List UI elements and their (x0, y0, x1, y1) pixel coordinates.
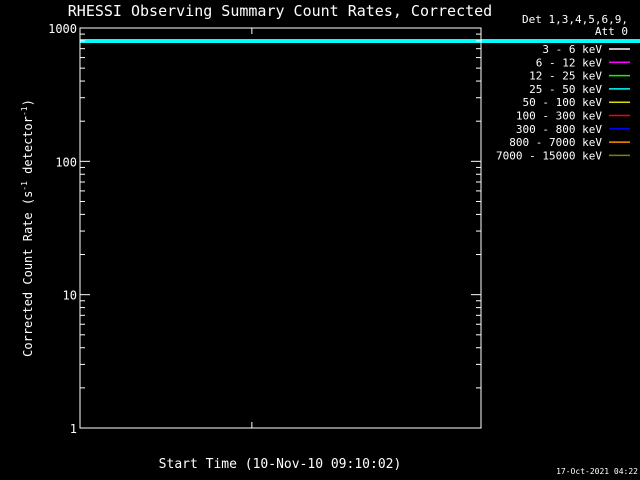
legend-label: 25 - 50 keV (529, 83, 602, 96)
legend-label: 3 - 6 keV (542, 43, 602, 56)
y-tick-label: 1 (70, 422, 77, 436)
legend-label: 7000 - 15000 keV (496, 149, 602, 162)
legend-label: 300 - 800 keV (516, 123, 602, 136)
legend-label: 6 - 12 keV (536, 56, 603, 69)
y-tick-label: 10 (63, 289, 77, 303)
timestamp: 17-Oct-2021 04:22 (556, 467, 638, 476)
y-axis-label-end: ) (21, 99, 35, 106)
y-axis-label-text: Corrected Count Rate (s (21, 191, 35, 357)
y-axis-label-sup2: -1 (20, 106, 29, 116)
legend-label: 12 - 25 keV (529, 70, 602, 83)
chart-title: RHESSI Observing Summary Count Rates, Co… (68, 2, 492, 20)
y-axis-label: Corrected Count Rate (s-1 detector-1) (20, 99, 35, 357)
legend-label: 100 - 300 keV (516, 110, 602, 123)
legend-header: Att 0 (595, 25, 628, 38)
y-axis-label-mid: detector (21, 116, 35, 181)
legend-label: 50 - 100 keV (523, 96, 603, 109)
legend-label: 800 - 7000 keV (509, 136, 602, 149)
x-axis-label: Start Time (10-Nov-10 09:10:02) (159, 457, 402, 472)
y-tick-label: 100 (55, 155, 77, 169)
y-tick-label: 1000 (48, 22, 77, 36)
y-axis-label-sup1: -1 (20, 181, 29, 191)
